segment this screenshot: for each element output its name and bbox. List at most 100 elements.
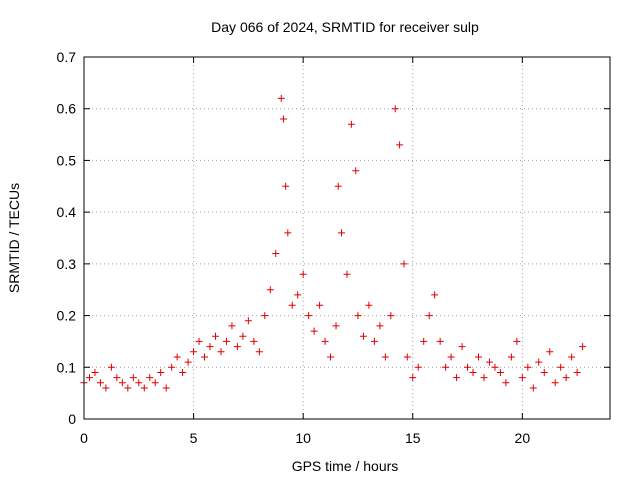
- data-point: [102, 384, 110, 392]
- data-point: [338, 229, 346, 237]
- plot-frame: [83, 56, 611, 420]
- data-point: [118, 379, 126, 387]
- data-point: [179, 368, 187, 376]
- data-point: [464, 363, 472, 371]
- y-tick-label: 0.7: [57, 49, 77, 65]
- data-point: [321, 337, 329, 345]
- data-point: [347, 120, 355, 128]
- y-tick-label: 0.3: [57, 256, 77, 272]
- data-point: [113, 374, 121, 382]
- data-points: [80, 94, 587, 392]
- data-point: [442, 363, 450, 371]
- grid: [84, 57, 610, 419]
- data-point: [458, 343, 466, 351]
- data-point: [233, 343, 241, 351]
- data-point: [107, 363, 115, 371]
- data-point: [168, 363, 176, 371]
- data-point: [129, 374, 137, 382]
- data-point: [409, 374, 417, 382]
- data-point: [299, 270, 307, 278]
- data-point: [195, 337, 203, 345]
- data-point: [222, 337, 230, 345]
- data-point: [431, 291, 439, 299]
- data-point: [124, 384, 132, 392]
- data-point: [354, 312, 362, 320]
- data-point: [475, 353, 482, 361]
- data-point: [250, 337, 258, 345]
- x-tick-label: 15: [405, 430, 421, 446]
- data-point: [279, 115, 287, 123]
- y-axis-label: SRMTID / TECUs: [6, 183, 22, 293]
- x-tick-label: 10: [295, 430, 311, 446]
- data-point: [305, 312, 313, 320]
- data-point: [316, 301, 324, 309]
- data-point: [146, 374, 154, 382]
- data-point: [365, 301, 373, 309]
- data-point: [352, 167, 360, 175]
- data-point: [414, 363, 422, 371]
- data-point: [502, 379, 510, 387]
- data-point: [244, 317, 252, 325]
- data-point: [272, 250, 280, 258]
- data-point: [447, 353, 455, 361]
- data-point: [334, 182, 342, 190]
- data-point: [376, 322, 384, 330]
- data-point: [288, 301, 296, 309]
- data-point: [524, 363, 532, 371]
- x-axis-label: GPS time / hours: [292, 458, 399, 474]
- data-point: [173, 353, 181, 361]
- data-point: [91, 368, 99, 376]
- data-point: [151, 379, 159, 387]
- data-point: [239, 332, 247, 340]
- data-point: [294, 291, 302, 299]
- data-point: [217, 348, 225, 356]
- data-point: [507, 353, 515, 361]
- data-point: [540, 368, 548, 376]
- data-point: [206, 343, 214, 351]
- ticks: 0 0.1 0.2 0.3 0.4 0.5 0.6 0.7 0 5 10 15 20: [57, 49, 610, 446]
- data-point: [436, 337, 444, 345]
- data-point: [573, 368, 581, 376]
- data-point: [551, 379, 559, 387]
- data-point: [425, 312, 433, 320]
- data-point: [387, 312, 395, 320]
- data-point: [535, 358, 543, 366]
- y-tick-label: 0.5: [57, 152, 77, 168]
- data-point: [343, 270, 351, 278]
- data-point: [546, 348, 554, 356]
- data-point: [162, 384, 170, 392]
- data-point: [469, 368, 477, 376]
- y-tick-label: 0.6: [57, 101, 77, 117]
- data-point: [381, 353, 389, 361]
- data-point: [403, 353, 411, 361]
- data-point: [310, 327, 318, 335]
- data-point: [255, 348, 263, 356]
- data-point: [332, 322, 340, 330]
- data-point: [157, 368, 165, 376]
- data-point: [496, 368, 504, 376]
- data-point: [420, 337, 428, 345]
- data-point: [529, 384, 537, 392]
- data-point: [518, 374, 526, 382]
- y-tick-label: 0.1: [57, 359, 77, 375]
- data-point: [568, 353, 576, 361]
- data-point: [261, 312, 269, 320]
- data-point: [96, 379, 104, 387]
- data-point: [562, 374, 570, 382]
- x-tick-label: 0: [80, 430, 88, 446]
- y-tick-label: 0: [68, 411, 76, 427]
- data-point: [400, 260, 408, 268]
- data-point: [396, 141, 404, 149]
- data-point: [266, 286, 274, 294]
- data-point: [212, 332, 219, 340]
- data-point: [277, 94, 285, 102]
- data-point: [370, 337, 378, 345]
- y-tick-label: 0.2: [57, 308, 77, 324]
- data-point: [228, 322, 236, 330]
- chart-title: Day 066 of 2024, SRMTID for receiver sul…: [211, 19, 479, 35]
- data-point: [184, 358, 192, 366]
- data-point: [284, 229, 292, 237]
- data-point: [485, 358, 493, 366]
- data-point: [201, 353, 209, 361]
